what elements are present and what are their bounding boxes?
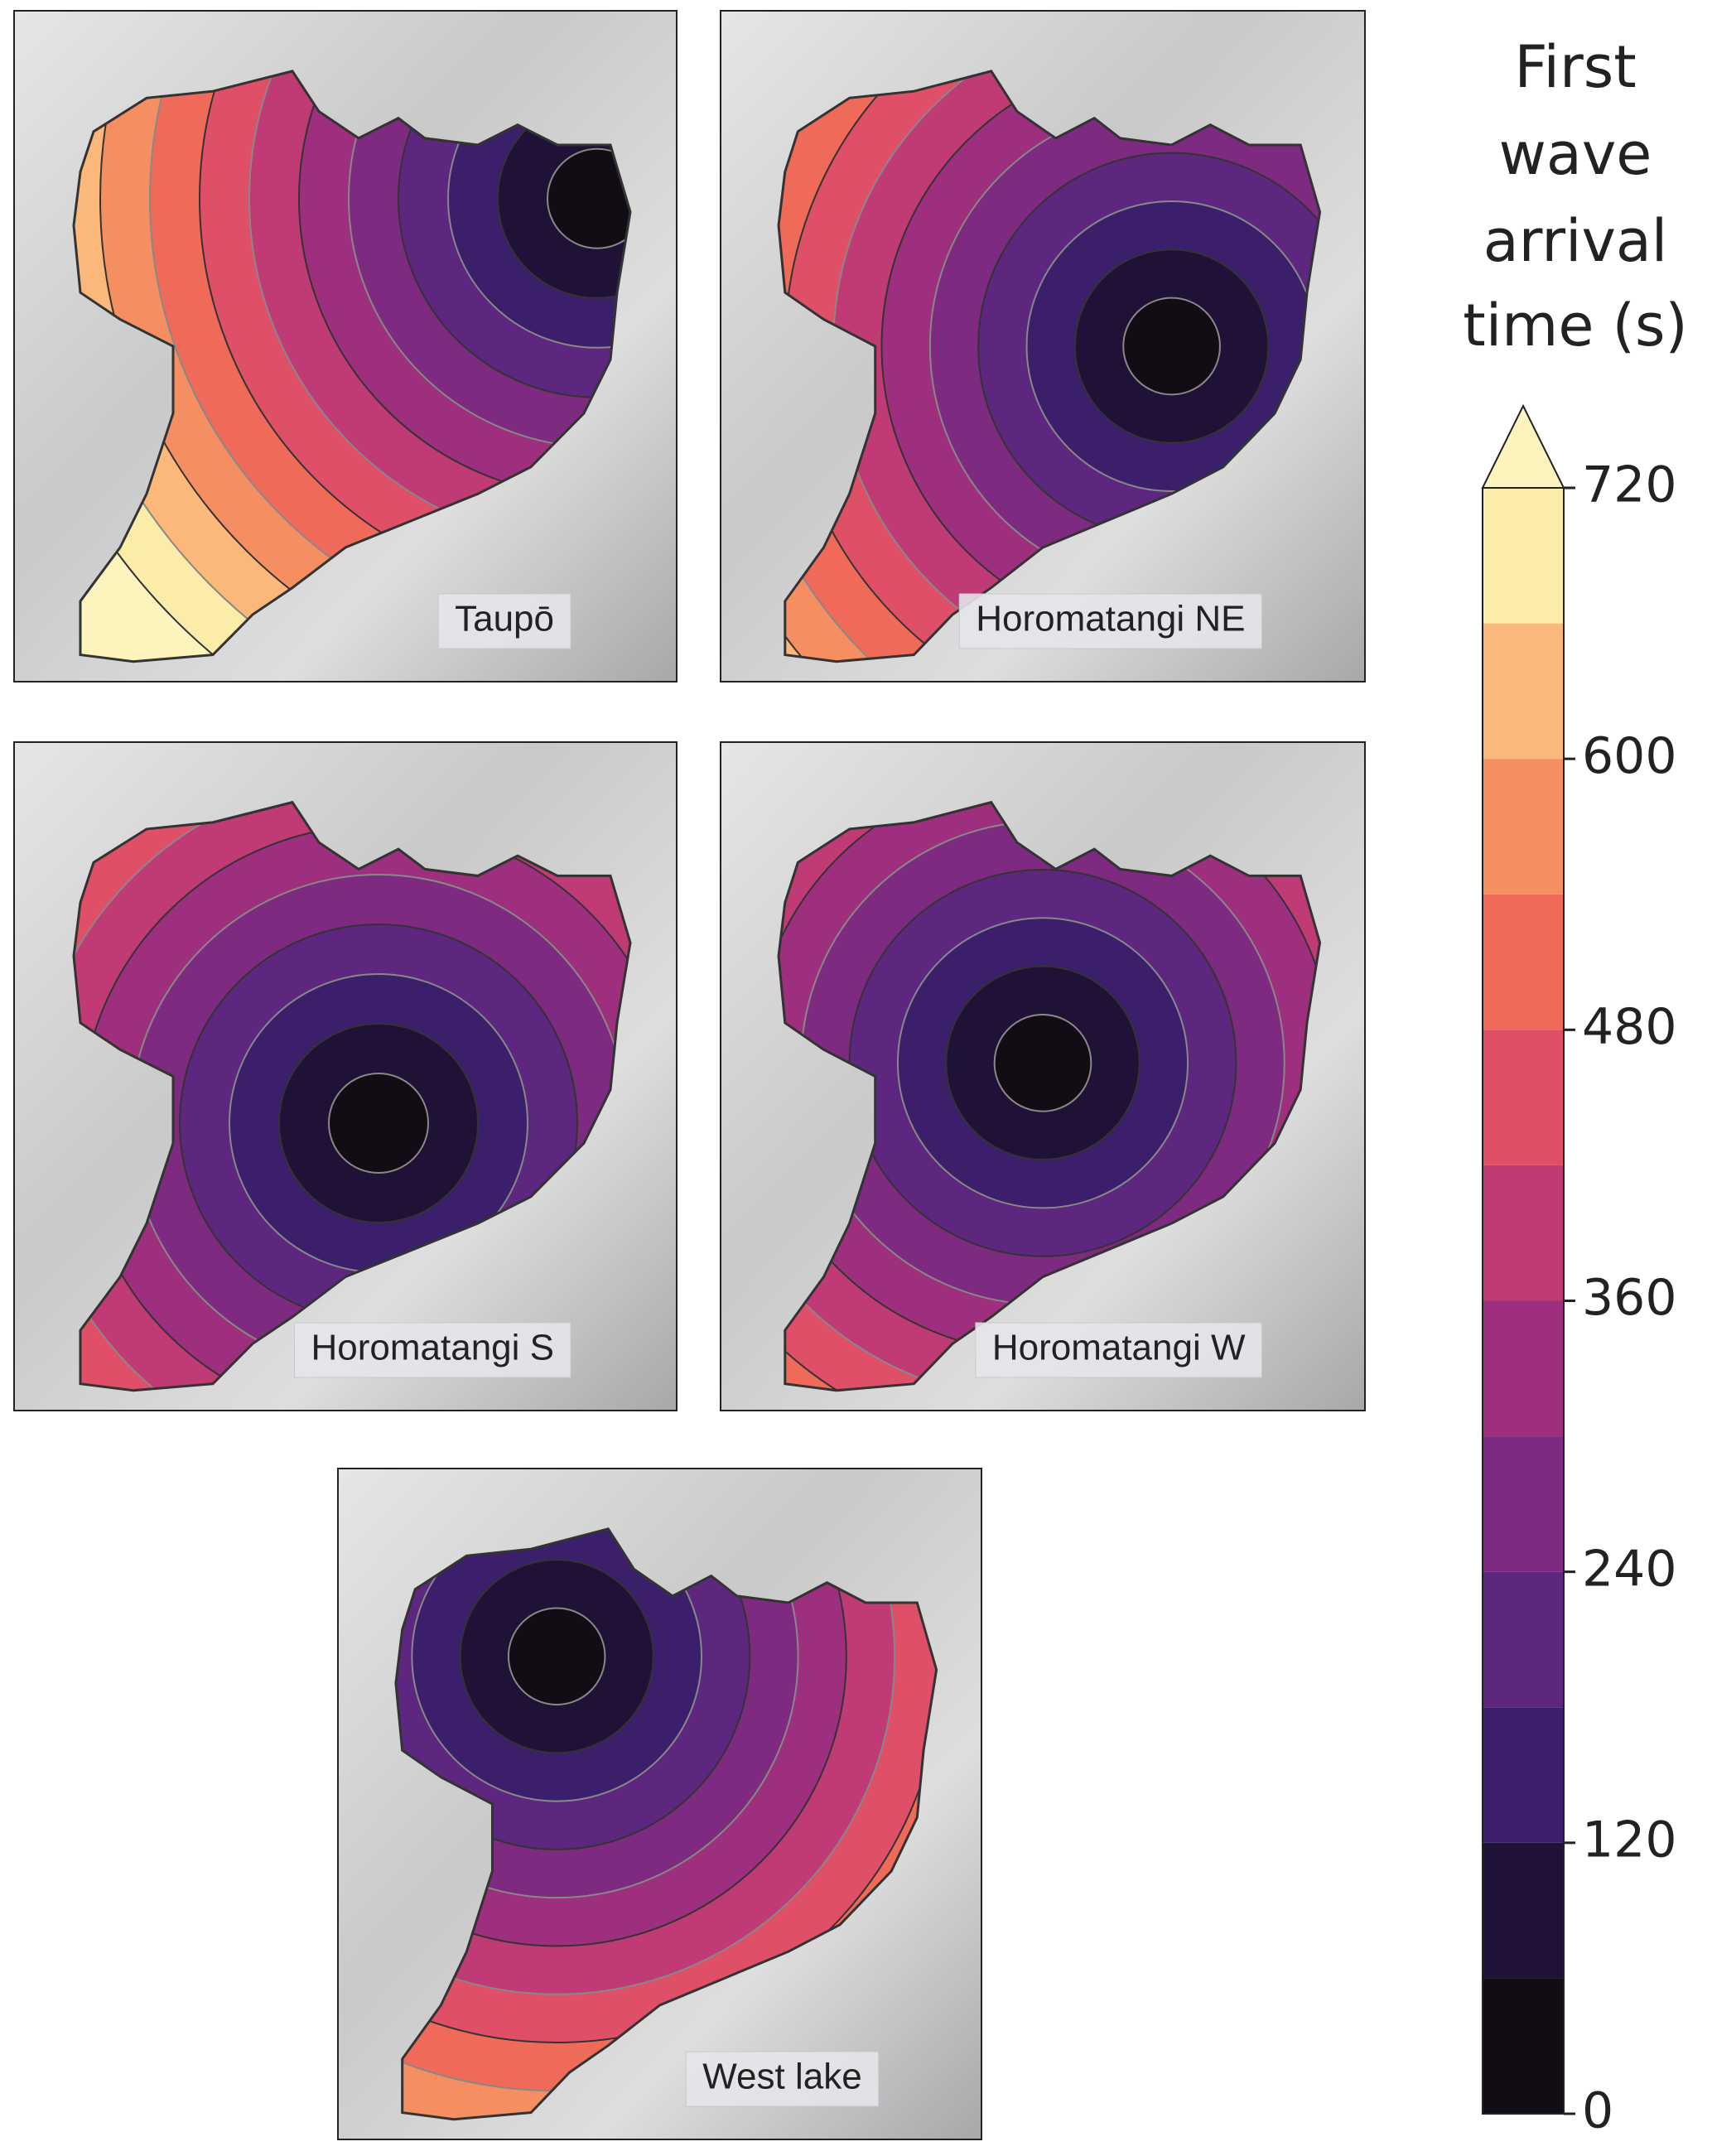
shoreline: [777, 70, 1322, 663]
colorbar-title-line: time (s): [1463, 292, 1688, 359]
panel-label-box: [294, 1322, 571, 1378]
colorbar-tick-label: 360: [1582, 1269, 1677, 1327]
colorbar-tick-label: 120: [1582, 1811, 1677, 1869]
colorbar-band: [1483, 1030, 1564, 1165]
panel-label: Horomatangi W: [992, 1328, 1246, 1368]
panel-label: West lake: [702, 2057, 861, 2097]
colorbar-extend: [1481, 403, 1565, 489]
colorbar-tick-label: 480: [1582, 998, 1677, 1056]
colorbar-tick-label: 600: [1582, 727, 1677, 785]
colorbar-tick-label: 240: [1582, 1540, 1677, 1598]
panel-label-box: [958, 593, 1263, 649]
panel-label-box: [437, 593, 571, 649]
wave-band: [993, 1014, 1092, 1112]
colorbar-title: First wave arrival time (s): [1463, 33, 1688, 359]
panel-frame: [720, 741, 1366, 1411]
colorbar: 0 120 240 360 480 600 720: [1481, 403, 1677, 2140]
shoreline: [777, 800, 1322, 1392]
panel-frame: [13, 741, 678, 1411]
colorbar-band: [1483, 623, 1564, 760]
panel-label: Taupō: [455, 599, 554, 639]
wave-band: [1122, 297, 1221, 396]
colorbar-band: [1483, 759, 1564, 895]
wave-band: [328, 1072, 429, 1174]
colorbar-band: [1483, 1707, 1564, 1843]
colorbar-band: [1483, 1165, 1564, 1301]
colorbar-band: [1483, 1300, 1564, 1437]
map-panel: Horomatangi S: [13, 741, 678, 1411]
panel-label-box: [685, 2051, 880, 2107]
map-panel: Taupō: [13, 10, 678, 682]
shoreline: [72, 800, 632, 1392]
map-panel: Horomatangi NE: [720, 10, 1366, 682]
colorbar-tick-label: 0: [1582, 2082, 1613, 2140]
colorbar-band: [1483, 1842, 1564, 1979]
panel-label: Horomatangi NE: [976, 599, 1245, 639]
panel-label: Horomatangi S: [311, 1328, 554, 1368]
colorbar-band: [1483, 894, 1564, 1030]
colorbar-band: [1483, 488, 1564, 624]
map-panel: West lake: [337, 1468, 982, 2140]
panel-label-box: [975, 1322, 1263, 1378]
colorbar-band: [1483, 1436, 1564, 1572]
colorbar-tick-label: 720: [1582, 456, 1677, 514]
map-panel: Horomatangi W: [720, 741, 1366, 1411]
colorbar-title-line: wave: [1499, 120, 1652, 188]
colorbar-band: [1483, 1571, 1564, 1708]
colorbar-title-line: First: [1514, 33, 1636, 101]
wave-band: [507, 1607, 606, 1706]
colorbar-title-line: arrival: [1483, 207, 1667, 275]
panel-frame: [337, 1468, 982, 2140]
shoreline: [394, 1527, 938, 2121]
wave-field: [779, 70, 1320, 662]
panel-frame: [13, 10, 678, 682]
panel-frame: [720, 10, 1366, 682]
shoreline: [72, 70, 632, 663]
colorbar-band: [1483, 1978, 1564, 2114]
